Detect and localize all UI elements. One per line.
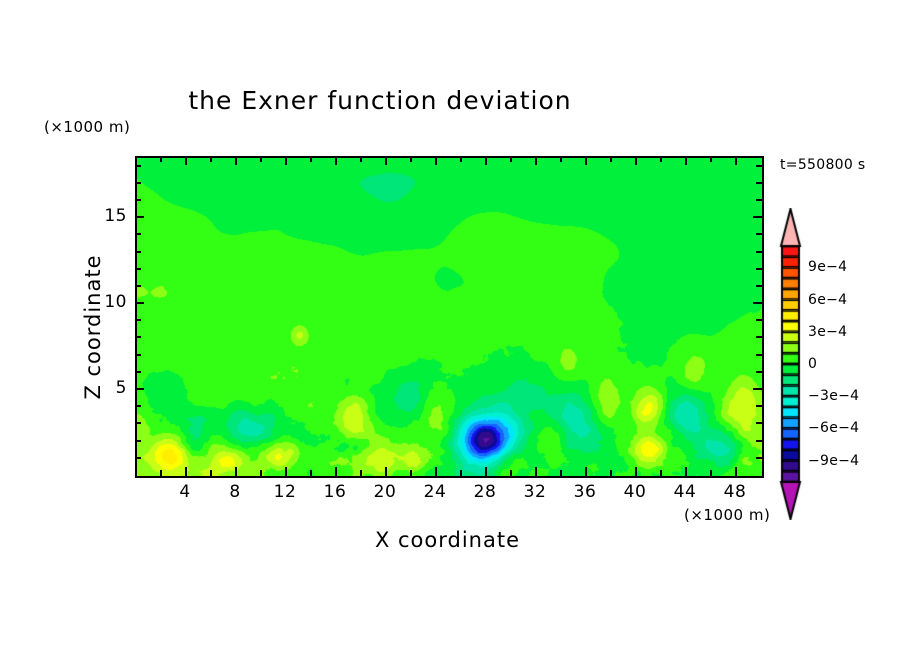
x-tick-label: 4 [179,482,191,502]
contour-plot-frame [135,156,764,478]
x-tick-label: 12 [273,482,297,502]
y-axis-unit-label: (×1000 m) [44,118,131,136]
contour-field [137,158,762,476]
x-axis-title: X coordinate [374,528,521,552]
y-axis-title: Z coordinate [81,254,105,400]
x-tick-label: 28 [473,482,497,502]
x-tick-label: 20 [373,482,397,502]
x-tick-label: 36 [573,482,597,502]
x-tick-label: 8 [229,482,241,502]
x-axis-unit-label: (×1000 m) [684,506,771,524]
x-tick-label: 48 [723,482,747,502]
colorbar [776,208,816,520]
x-tick-label: 16 [323,482,347,502]
time-annotation: t=550800 s [780,157,866,173]
page-title: the Exner function deviation [188,86,572,115]
x-tick-label: 24 [423,482,447,502]
x-tick-label: 32 [523,482,547,502]
x-tick-label: 44 [673,482,697,502]
colorbar-gradient [776,208,816,520]
x-tick-label: 40 [623,482,647,502]
